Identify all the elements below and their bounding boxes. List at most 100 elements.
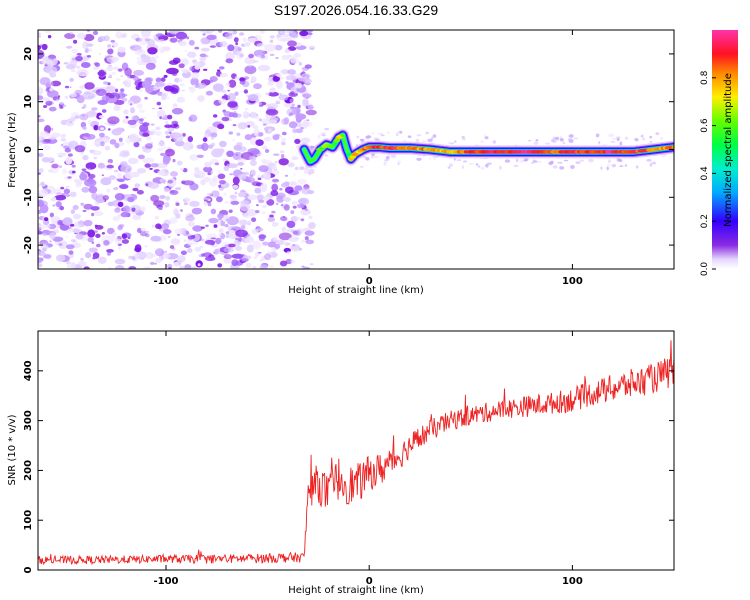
noise-blob [200,179,207,186]
noise-blob [570,165,575,169]
y-tick-label: 10 [23,95,34,109]
noise-blob [513,164,519,168]
noise-blob [277,100,281,103]
noise-blob [86,55,92,58]
noise-blob [94,62,101,68]
noise-blob [111,42,119,47]
noise-blob [211,148,224,158]
noise-blob [291,103,296,107]
noise-blob [287,162,295,168]
noise-blob [224,224,229,228]
noise-blob [651,162,657,165]
noise-blob [216,196,223,203]
noise-blob [165,195,171,201]
noise-blob [70,92,77,98]
noise-blob [41,157,50,163]
signal-core [346,152,352,157]
noise-blob [262,171,271,180]
noise-blob [281,204,284,207]
noise-blob [117,46,126,53]
noise-blob [164,124,172,128]
noise-blob [563,159,569,162]
noise-blob [176,96,185,103]
noise-blob [407,135,412,138]
noise-blob [233,240,241,246]
noise-blob [123,151,129,156]
noise-blob [204,55,209,58]
noise-blob [65,157,72,165]
noise-blob [281,141,286,146]
noise-blob [223,256,227,258]
noise-blob [38,172,41,175]
colorbar-ticks: 0.0 0.2 0.4 0.6 0.8 [700,70,716,276]
noise-blob [144,38,151,42]
noise-blob [163,74,168,78]
noise-blob [606,166,609,171]
noise-blob [185,215,195,222]
noise-blob [242,213,252,219]
noise-blob [66,244,75,250]
noise-blob [237,122,248,130]
noise-blob [276,192,286,200]
signal-core [671,145,674,149]
noise-blob [380,134,385,137]
noise-blob [69,191,77,198]
noise-blob [195,82,207,89]
noise-blob [38,183,41,187]
noise-blob [297,178,307,185]
noise-blob [274,161,278,164]
noise-blob [44,217,49,222]
noise-blob [196,154,204,158]
noise-blob [250,76,257,83]
noise-blob [155,54,159,59]
noise-blob [114,142,120,149]
noise-blob [82,41,89,50]
noise-blob [263,136,272,142]
noise-blob [60,186,65,190]
noise-blob [211,190,220,198]
noise-blob [133,253,140,258]
noise-blob [281,131,287,136]
noise-blob [515,158,519,163]
noise-blob [207,172,212,176]
noise-blob [151,107,155,110]
noise-blob [280,216,288,222]
noise-blob [38,223,42,226]
noise-blob [144,245,149,248]
noise-blob [252,125,259,129]
noise-blob [73,39,78,44]
noise-blob [134,183,141,188]
noise-blob [285,81,289,84]
noise-blob [101,109,107,113]
noise-blob [213,224,218,228]
noise-blob [69,86,72,89]
noise-blob [60,138,67,142]
noise-blob [121,97,128,102]
noise-blob [491,141,494,143]
noise-blob [91,241,95,244]
noise-blob [462,160,468,163]
noise-blob [181,89,186,92]
noise-blob [269,87,276,93]
noise-blob [278,30,286,35]
noise-blob [272,236,279,241]
noise-blob [82,209,87,213]
noise-blob [106,164,114,169]
noise-blob [183,239,187,242]
noise-blob [59,152,67,157]
noise-blob [74,89,83,95]
noise-blob [244,65,257,75]
noise-blob [235,229,248,238]
noise-blob [74,145,86,153]
noise-blob [179,83,185,87]
noise-blob [300,126,305,130]
noise-blob [292,128,297,134]
noise-blob [262,241,269,246]
noise-blob [191,266,198,269]
noise-blob [158,39,165,43]
noise-blob [279,187,283,191]
noise-blob [619,141,623,146]
noise-blob [296,203,305,209]
noise-blob [38,79,41,83]
noise-blob [91,107,98,111]
